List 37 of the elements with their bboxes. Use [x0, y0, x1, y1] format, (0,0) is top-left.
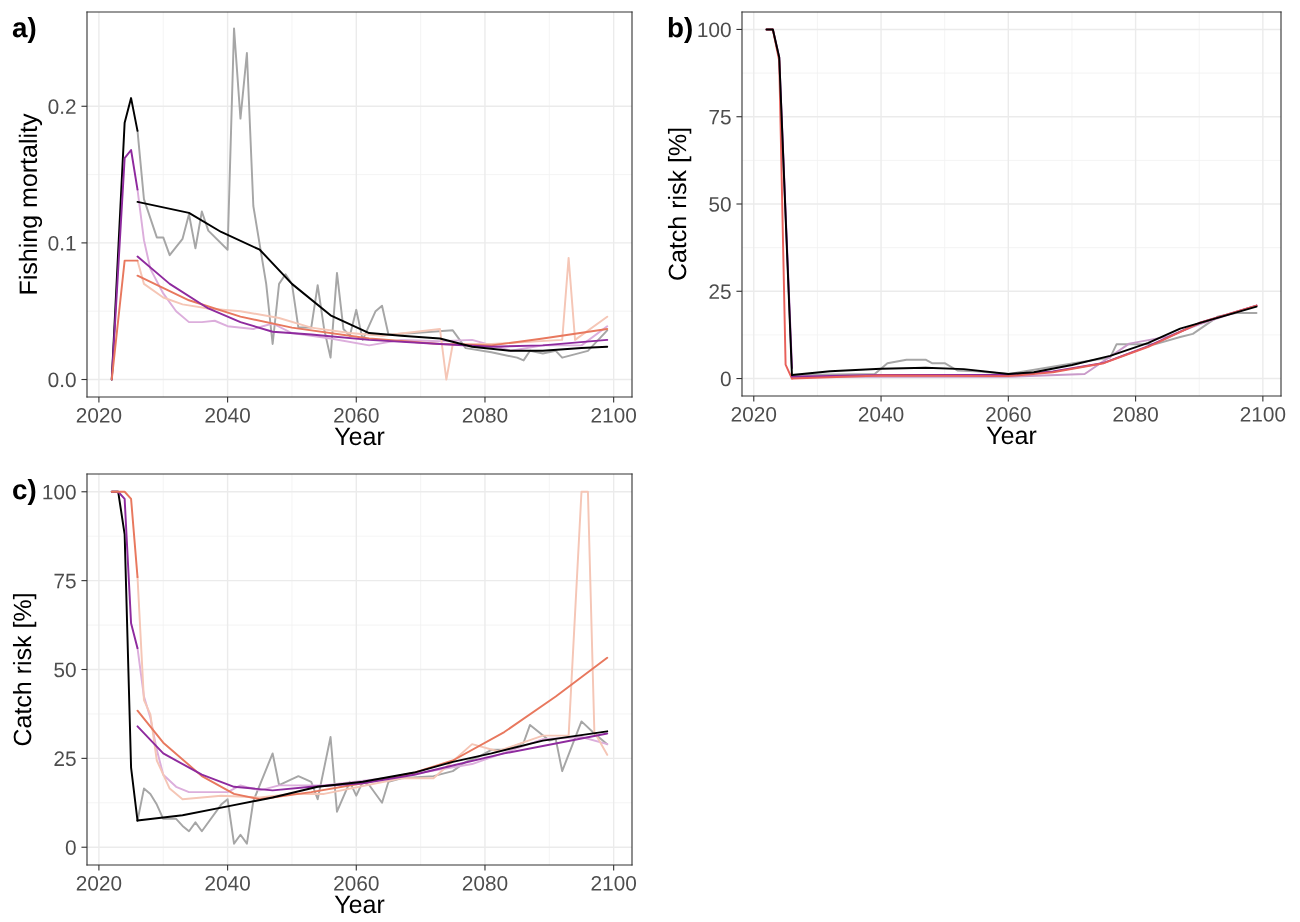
y-tick-label: 0 [720, 371, 731, 387]
y-tick-label: 0 [65, 840, 76, 855]
y-tick-label: 0.0 [48, 372, 76, 388]
x-tick-label: 2040 [205, 875, 250, 891]
x-tick-label: 2040 [205, 407, 250, 423]
x-tick-label: 2100 [591, 875, 637, 891]
y-tick-label: 0.2 [48, 99, 76, 115]
y-tick-label: 100 [698, 22, 731, 38]
x-tick-label: 2100 [1240, 406, 1286, 422]
y-tick-label: 25 [54, 751, 76, 767]
chart-title: b) [668, 17, 692, 43]
x-tick-label: 2100 [591, 407, 637, 423]
y-axis-title: Catch risk [%] [12, 594, 37, 746]
x-axis-title: Year [986, 426, 1037, 445]
x-axis-title: Year [334, 895, 385, 914]
y-tick-label: 50 [709, 197, 731, 212]
chart-title: a) [12, 17, 36, 43]
x-tick-label: 2080 [462, 875, 508, 891]
y-tick-label: 50 [54, 662, 76, 678]
x-tick-label: 2080 [1113, 406, 1158, 422]
x-axis-title: Year [334, 427, 385, 446]
x-tick-label: 2080 [462, 407, 508, 423]
y-axis-title: Fishing mortality [18, 113, 43, 294]
x-tick-label: 2040 [858, 406, 904, 422]
x-tick-label: 2060 [334, 875, 379, 891]
x-tick-label: 2020 [76, 407, 122, 423]
chart-title: c) [13, 479, 36, 505]
y-tick-label: 100 [43, 484, 76, 500]
y-tick-label: 25 [709, 284, 731, 300]
y-tick-label: 75 [54, 573, 76, 589]
y-axis-title: Catch risk [%] [667, 128, 692, 280]
x-tick-label: 2060 [986, 406, 1031, 422]
y-tick-label: 75 [709, 109, 731, 125]
x-tick-label: 2060 [334, 407, 379, 423]
x-tick-label: 2020 [731, 406, 777, 422]
x-tick-label: 2020 [76, 875, 122, 891]
y-tick-label: 0.1 [48, 235, 76, 251]
